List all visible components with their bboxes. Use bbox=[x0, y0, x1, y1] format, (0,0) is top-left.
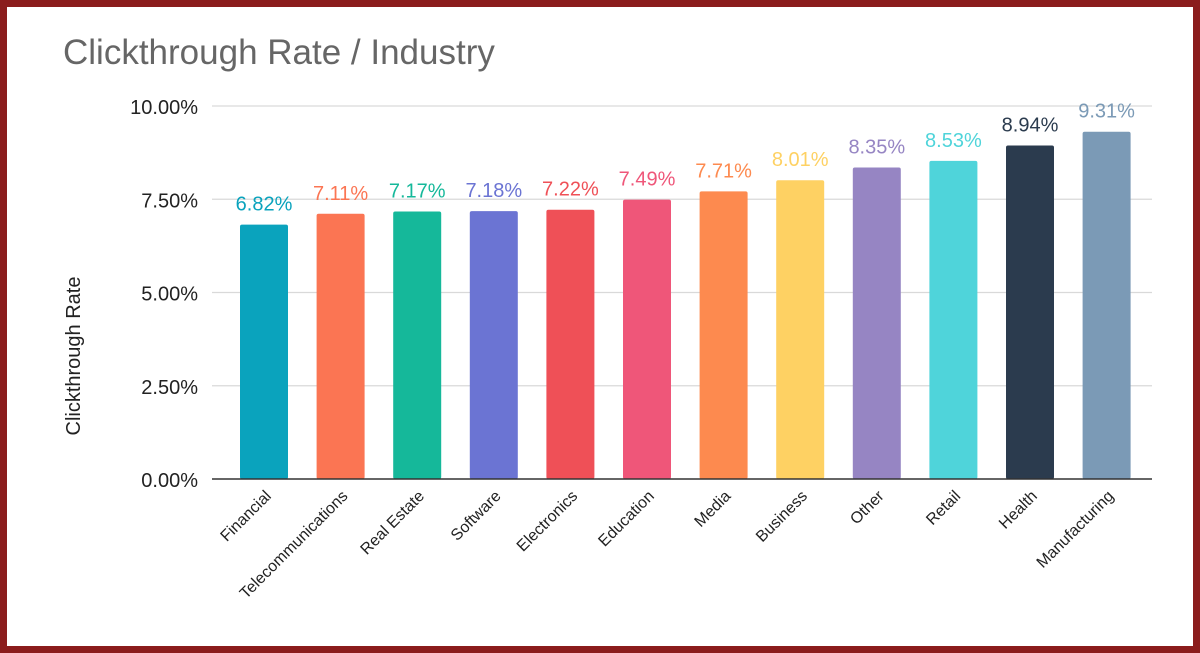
bar bbox=[393, 211, 442, 479]
data-label: 7.49% bbox=[619, 169, 676, 191]
x-tick-label: Health bbox=[996, 488, 1041, 533]
bar bbox=[240, 224, 288, 479]
x-tick-label: Media bbox=[692, 488, 735, 531]
x-tick-label: Software bbox=[448, 488, 505, 545]
bar bbox=[623, 199, 671, 480]
x-tick-label: Manufacturing bbox=[1034, 488, 1118, 572]
bar bbox=[776, 180, 825, 480]
chart-title: Clickthrough Rate / Industry bbox=[63, 33, 495, 72]
bar bbox=[852, 167, 901, 480]
data-label: 9.31% bbox=[1078, 101, 1135, 123]
bar bbox=[469, 211, 518, 479]
bar bbox=[546, 209, 595, 479]
y-tick-label: 7.50% bbox=[141, 190, 198, 212]
data-labels: 6.82% 7.11% 7.17% 7.18% 7.22% 7.49% 7.71% 8.01%… bbox=[236, 101, 1136, 216]
y-axis-ticks: 0.00% 2.50% 5.00% 7.50% 10.00% bbox=[130, 97, 198, 492]
y-tick-label: 10.00% bbox=[130, 97, 198, 119]
data-label: 7.18% bbox=[465, 180, 522, 202]
data-label: 7.71% bbox=[695, 160, 752, 182]
x-tick-label: Real Estate bbox=[358, 488, 429, 559]
bar bbox=[1082, 131, 1131, 479]
x-tick-label: Electronics bbox=[514, 488, 581, 555]
y-axis-title: Clickthrough Rate bbox=[63, 277, 85, 436]
data-label: 7.22% bbox=[542, 179, 599, 201]
data-label: 6.82% bbox=[236, 194, 293, 216]
data-label: 8.53% bbox=[925, 130, 982, 152]
data-label: 8.01% bbox=[772, 149, 829, 171]
chart-frame: Clickthrough Rate / Industry bbox=[7, 7, 1193, 646]
x-tick-label: Education bbox=[595, 488, 657, 550]
bars bbox=[240, 131, 1131, 480]
x-tick-label: Retail bbox=[923, 488, 964, 529]
data-label: 7.11% bbox=[313, 183, 368, 205]
data-label: 7.17% bbox=[389, 181, 446, 203]
data-label: 8.94% bbox=[1002, 115, 1059, 137]
x-tick-label: Other bbox=[847, 487, 888, 528]
data-label: 8.35% bbox=[848, 137, 905, 159]
bar bbox=[316, 213, 365, 479]
y-tick-label: 0.00% bbox=[141, 470, 198, 492]
x-tick-label: Business bbox=[753, 488, 811, 546]
gridlines bbox=[212, 105, 1152, 387]
x-tick-label: Financial bbox=[218, 488, 275, 545]
bar bbox=[1006, 145, 1054, 479]
bar bbox=[699, 191, 748, 480]
bar bbox=[929, 160, 978, 479]
y-tick-label: 2.50% bbox=[141, 377, 198, 399]
y-tick-label: 5.00% bbox=[141, 284, 198, 306]
